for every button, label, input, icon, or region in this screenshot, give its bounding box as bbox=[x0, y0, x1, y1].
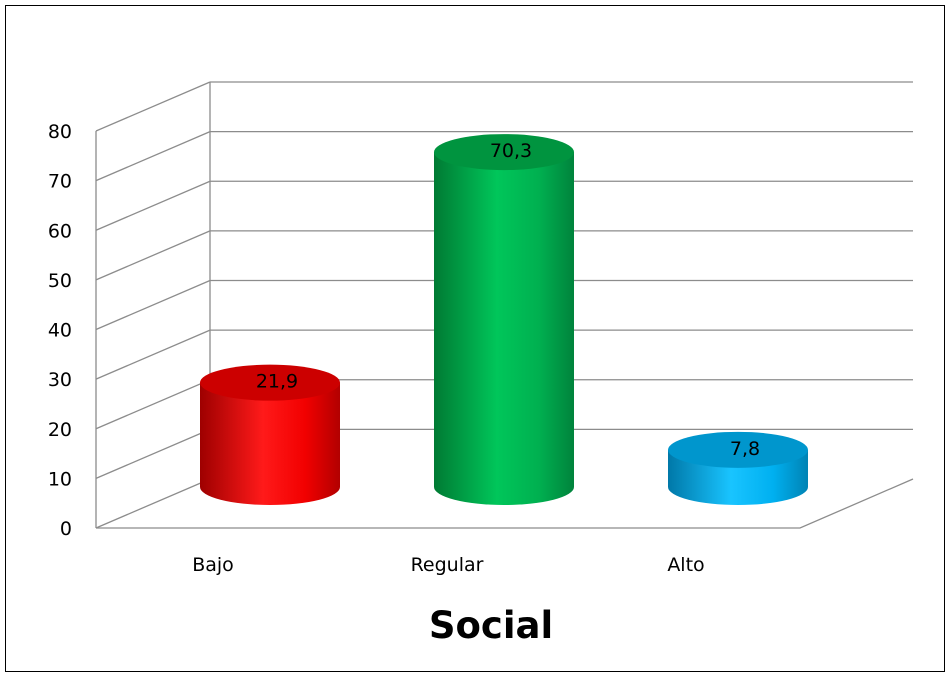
y-tick-label: 10 bbox=[48, 468, 72, 490]
gridline-side bbox=[95, 131, 211, 182]
bar-body bbox=[434, 152, 574, 505]
bar-regular: 70,3 bbox=[434, 134, 574, 505]
bar-top bbox=[200, 364, 340, 401]
y-axis-tick-labels: 0 10 20 30 40 50 60 70 80 bbox=[48, 121, 72, 540]
gridline-side bbox=[95, 279, 211, 331]
gridline-side bbox=[95, 230, 211, 281]
floor-outline bbox=[96, 478, 914, 529]
bar-body bbox=[200, 382, 340, 505]
y-tick-label: 60 bbox=[48, 220, 72, 242]
data-label: 21,9 bbox=[256, 371, 298, 393]
bar-bajo: 21,9 bbox=[200, 364, 340, 505]
y-tick-label: 0 bbox=[60, 518, 72, 540]
gridline-side bbox=[95, 428, 211, 479]
gridline-side bbox=[95, 81, 211, 132]
y-tick-label: 30 bbox=[48, 369, 72, 391]
y-tick-label: 70 bbox=[48, 171, 72, 193]
bar-alto: 7,8 bbox=[668, 431, 808, 505]
x-category-label: Alto bbox=[667, 554, 704, 576]
y-tick-label: 40 bbox=[48, 320, 72, 342]
y-tick-label: 80 bbox=[48, 121, 72, 143]
bars: 21,9 70,3 7,8 bbox=[200, 134, 808, 505]
chart-title: Social bbox=[429, 604, 553, 647]
x-category-label: Regular bbox=[411, 554, 484, 576]
y-tick-label: 50 bbox=[48, 270, 72, 292]
data-label: 7,8 bbox=[730, 438, 760, 460]
bar-top bbox=[668, 431, 808, 468]
gridline-side bbox=[95, 478, 211, 529]
y-tick-label: 20 bbox=[48, 419, 72, 441]
x-axis-category-labels: Bajo Regular Alto bbox=[192, 554, 704, 576]
data-label: 70,3 bbox=[490, 140, 532, 162]
gridline-side bbox=[95, 329, 211, 380]
x-category-label: Bajo bbox=[192, 554, 234, 576]
gridline-side bbox=[95, 379, 211, 430]
bar-top bbox=[434, 134, 574, 171]
gridline-side bbox=[95, 180, 211, 231]
